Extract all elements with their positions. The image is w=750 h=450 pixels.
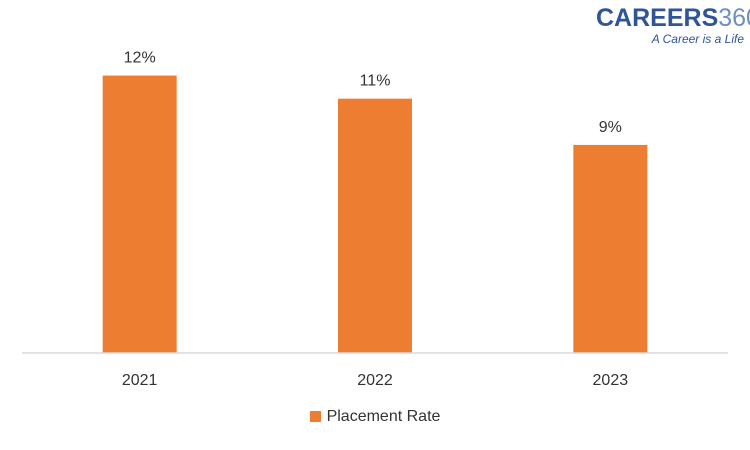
legend: Placement Rate bbox=[0, 408, 750, 426]
legend-label: Placement Rate bbox=[326, 408, 441, 425]
careers360-logo: CAREERS360 A Career is a Life bbox=[596, 4, 750, 46]
data-label-2022: 11% bbox=[360, 73, 391, 90]
bars-group bbox=[102, 75, 648, 354]
logo-number: 360 bbox=[718, 4, 750, 32]
data-labels: 12% 11% 9% bbox=[124, 50, 622, 136]
x-tick-2021: 2021 bbox=[122, 372, 158, 389]
logo-tagline: A Career is a Life bbox=[651, 32, 744, 46]
bar-2022 bbox=[338, 98, 412, 354]
x-tick-labels: 2021 2022 2023 bbox=[122, 372, 628, 389]
x-tick-2022: 2022 bbox=[357, 372, 393, 389]
bar-2021 bbox=[102, 75, 177, 353]
x-tick-2023: 2023 bbox=[593, 372, 629, 389]
data-label-2021: 12% bbox=[124, 50, 156, 67]
logo-brand: CAREERS bbox=[596, 4, 719, 32]
bar-2023 bbox=[573, 144, 648, 353]
legend-swatch bbox=[309, 410, 321, 422]
data-label-2023: 9% bbox=[599, 119, 622, 136]
